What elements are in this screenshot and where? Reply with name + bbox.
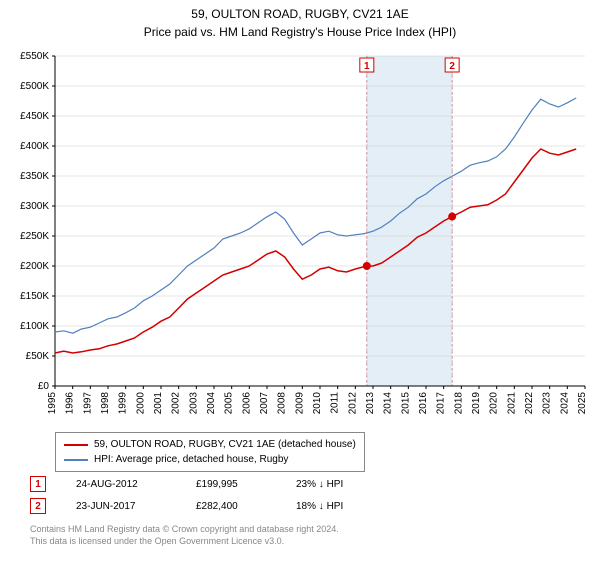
svg-text:£100K: £100K [20,321,49,332]
sale-marker-icon: 2 [30,498,46,514]
svg-text:£250K: £250K [20,231,49,242]
svg-text:1999: 1999 [118,392,129,415]
legend-label: HPI: Average price, detached house, Rugb… [94,452,288,467]
sale-date: 24-AUG-2012 [76,479,166,490]
svg-text:2018: 2018 [453,392,464,415]
svg-text:2005: 2005 [224,392,235,415]
chart-title: 59, OULTON ROAD, RUGBY, CV21 1AE [0,6,600,23]
svg-text:2013: 2013 [365,392,376,415]
sales-table: 1 24-AUG-2012 £199,995 23% ↓ HPI 2 23-JU… [30,476,376,520]
footer-line: This data is licensed under the Open Gov… [30,536,339,548]
svg-text:2007: 2007 [259,392,270,415]
sale-row: 2 23-JUN-2017 £282,400 18% ↓ HPI [30,498,376,514]
svg-text:2016: 2016 [418,392,429,415]
svg-text:2002: 2002 [171,392,182,415]
sale-date: 23-JUN-2017 [76,501,166,512]
footer-attribution: Contains HM Land Registry data © Crown c… [30,524,339,547]
legend-swatch-icon [64,444,88,446]
svg-text:2014: 2014 [383,392,394,415]
svg-text:£550K: £550K [20,51,49,62]
sale-diff: 23% ↓ HPI [296,479,376,490]
chart-area: £0 £50K £100K £150K £200K £250K £300K £350K £400… [0,46,600,426]
svg-text:2025: 2025 [577,392,588,415]
svg-text:2022: 2022 [524,392,535,415]
svg-text:£150K: £150K [20,291,49,302]
svg-text:2: 2 [449,61,455,72]
svg-text:2001: 2001 [153,392,164,415]
sale-price: £199,995 [196,479,266,490]
svg-text:£500K: £500K [20,81,49,92]
svg-text:2023: 2023 [542,392,553,415]
svg-text:2010: 2010 [312,392,323,415]
svg-text:2004: 2004 [206,392,217,415]
svg-text:1996: 1996 [65,392,76,415]
legend-item: 59, OULTON ROAD, RUGBY, CV21 1AE (detach… [64,437,356,452]
sale-marker-icon: 1 [30,476,46,492]
svg-text:1: 1 [364,61,370,72]
svg-text:2020: 2020 [489,392,500,415]
svg-text:£400K: £400K [20,141,49,152]
svg-text:£200K: £200K [20,261,49,272]
svg-text:1998: 1998 [100,392,111,415]
svg-text:2011: 2011 [330,392,341,414]
svg-text:2000: 2000 [135,392,146,415]
svg-text:2017: 2017 [436,392,447,415]
svg-text:£300K: £300K [20,201,49,212]
sale-row: 1 24-AUG-2012 £199,995 23% ↓ HPI [30,476,376,492]
svg-text:2021: 2021 [506,392,517,415]
legend-item: HPI: Average price, detached house, Rugb… [64,452,356,467]
chart-subtitle: Price paid vs. HM Land Registry's House … [0,25,600,39]
svg-text:1995: 1995 [47,392,58,415]
legend-swatch-icon [64,459,88,461]
legend: 59, OULTON ROAD, RUGBY, CV21 1AE (detach… [55,432,365,472]
svg-text:1997: 1997 [82,392,93,415]
svg-text:2003: 2003 [188,392,199,415]
svg-text:2008: 2008 [277,392,288,415]
svg-text:2019: 2019 [471,392,482,415]
svg-text:£450K: £450K [20,111,49,122]
svg-text:2024: 2024 [559,392,570,415]
svg-text:2009: 2009 [294,392,305,415]
svg-text:£0: £0 [38,381,50,392]
legend-label: 59, OULTON ROAD, RUGBY, CV21 1AE (detach… [94,437,356,452]
svg-text:£50K: £50K [26,351,50,362]
svg-text:2006: 2006 [241,392,252,415]
sale-price: £282,400 [196,501,266,512]
svg-text:2015: 2015 [400,392,411,415]
svg-text:2012: 2012 [347,392,358,415]
sale-diff: 18% ↓ HPI [296,501,376,512]
svg-text:£350K: £350K [20,171,49,182]
footer-line: Contains HM Land Registry data © Crown c… [30,524,339,536]
